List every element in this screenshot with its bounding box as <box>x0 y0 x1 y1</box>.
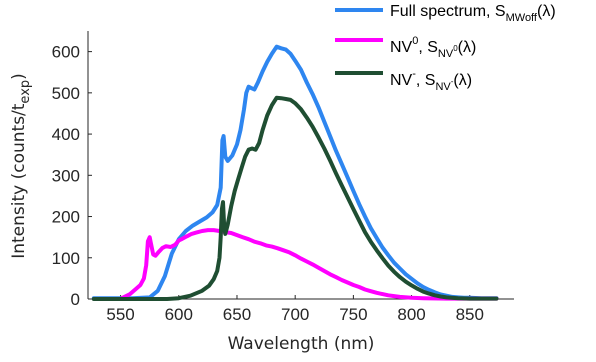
x-ticks: 550 600 650 700 750 800 850 <box>106 295 484 324</box>
legend-nvm-mid: , S <box>416 72 436 89</box>
x-tick-label: 700 <box>281 305 309 324</box>
y-tick-label: 400 <box>52 125 80 144</box>
y-ticks: 0 100 200 300 400 500 600 <box>52 43 92 309</box>
legend-nvm-sub: NV <box>435 81 451 93</box>
legend-label-full: Full spectrum, SMWoff(λ) <box>390 3 556 24</box>
x-tick-label: 650 <box>223 305 251 324</box>
y-axis-label-sub: exp <box>18 80 33 104</box>
legend-nv0-mid: , S <box>418 39 438 56</box>
y-tick-label: 0 <box>71 290 80 309</box>
y-axis-label-main: Intensity (counts/t <box>9 103 29 259</box>
legend-nv0-sup: 0 <box>412 35 418 47</box>
legend-label-nv0: NV0, SNV0(λ) <box>390 35 476 60</box>
series-line-nv0 <box>119 228 499 301</box>
legend-nvm-sup: - <box>412 68 416 80</box>
y-tick-label: 200 <box>52 208 80 227</box>
y-axis-label: Intensity (counts/texp) <box>9 73 33 259</box>
series-line-full <box>91 44 499 301</box>
legend-nv0-tail: (λ) <box>458 39 477 56</box>
x-tick-label: 550 <box>106 305 134 324</box>
y-tick-label: 600 <box>52 43 80 62</box>
x-axis-label: Wavelength (nm) <box>228 334 375 354</box>
legend-nv0-sub: NV <box>438 48 454 60</box>
legend-full-tail: (λ) <box>537 3 556 20</box>
y-tick-label: 300 <box>52 166 80 185</box>
x-tick-label: 850 <box>456 305 484 324</box>
y-axis-label-close: ) <box>9 73 29 80</box>
series-line-nvm <box>91 95 499 301</box>
legend: Full spectrum, SMWoff(λ) NV0, SNV0(λ) NV… <box>335 3 556 93</box>
legend-nvm-tail: (λ) <box>453 72 472 89</box>
legend-full-main: Full spectrum, S <box>390 3 506 20</box>
legend-nv0-main: NV <box>390 39 413 56</box>
y-tick-label: 500 <box>52 84 80 103</box>
legend-nvm-main: NV <box>390 72 413 89</box>
legend-label-nvm: NV-, SNV-(λ) <box>390 68 472 93</box>
legend-nv0-subsup: 0 <box>453 44 458 53</box>
legend-full-sub: MWoff <box>506 12 538 24</box>
y-tick-label: 100 <box>52 249 80 268</box>
x-tick-label: 800 <box>397 305 425 324</box>
x-tick-label: 600 <box>165 305 193 324</box>
series-layer <box>91 44 499 301</box>
x-tick-label: 750 <box>339 305 367 324</box>
legend-nvm-subsup: - <box>451 77 454 86</box>
